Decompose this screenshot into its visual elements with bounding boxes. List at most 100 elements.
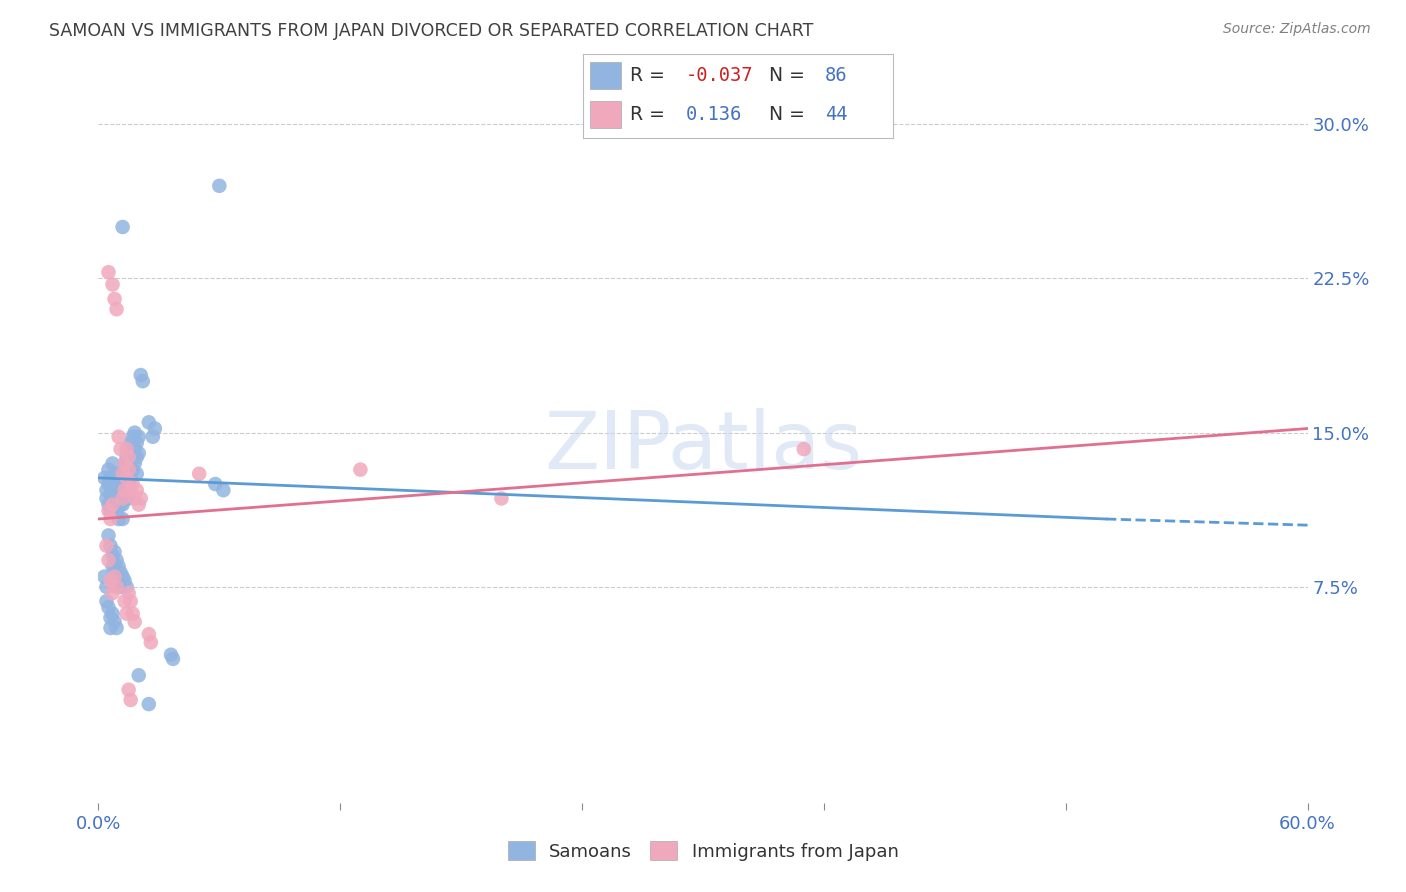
Point: [103, 292, 125, 306]
Point: [138, 415, 160, 429]
Point: [125, 483, 148, 498]
Point: [125, 436, 148, 450]
Point: [101, 491, 124, 506]
Point: [103, 545, 125, 559]
Point: [128, 668, 150, 682]
Point: [115, 442, 138, 456]
Point: [115, 580, 138, 594]
Point: [101, 607, 124, 621]
Point: [111, 467, 134, 481]
Point: [110, 483, 132, 498]
Text: 86: 86: [825, 66, 848, 85]
Point: [111, 569, 134, 583]
Point: [101, 498, 124, 512]
Point: [120, 594, 142, 608]
Point: [125, 467, 148, 481]
Point: [124, 491, 146, 506]
Point: [128, 446, 150, 460]
Point: [121, 462, 143, 476]
Point: [97, 477, 120, 491]
Point: [110, 566, 132, 580]
Point: [107, 467, 129, 481]
Point: [107, 574, 129, 588]
Point: [103, 569, 125, 583]
Point: [349, 462, 371, 476]
Point: [115, 450, 138, 465]
Point: [96, 483, 118, 498]
Point: [100, 574, 122, 588]
Point: [110, 498, 132, 512]
Point: [97, 504, 120, 518]
Point: [138, 627, 160, 641]
Point: [101, 549, 124, 563]
Point: [103, 483, 125, 498]
Point: [96, 580, 118, 594]
Point: [114, 457, 136, 471]
Point: [491, 491, 513, 506]
Point: [111, 491, 134, 506]
Point: [139, 635, 162, 649]
Point: [97, 528, 120, 542]
Point: [114, 491, 136, 506]
Point: [110, 442, 132, 456]
Point: [208, 178, 231, 193]
Point: [103, 498, 125, 512]
Point: [121, 430, 143, 444]
Point: [101, 586, 124, 600]
Point: [101, 559, 124, 574]
Point: [793, 442, 815, 456]
Point: [107, 430, 129, 444]
Point: [118, 491, 141, 506]
Point: [107, 559, 129, 574]
Point: [110, 580, 132, 594]
Point: [93, 569, 115, 583]
Point: [114, 594, 136, 608]
Point: [111, 512, 134, 526]
Point: [111, 219, 134, 234]
Point: [105, 487, 128, 501]
Point: [212, 483, 235, 498]
Text: 0.136: 0.136: [686, 105, 742, 124]
Point: [107, 498, 129, 512]
Point: [97, 553, 120, 567]
Point: [111, 498, 134, 512]
Text: R =: R =: [630, 105, 671, 124]
Point: [96, 594, 118, 608]
Point: [114, 574, 136, 588]
Point: [162, 652, 184, 666]
Text: N =: N =: [769, 105, 811, 124]
Point: [100, 487, 122, 501]
Point: [118, 450, 141, 465]
Point: [100, 621, 122, 635]
Text: Source: ZipAtlas.com: Source: ZipAtlas.com: [1223, 22, 1371, 37]
Point: [100, 539, 122, 553]
Point: [100, 512, 122, 526]
Text: 44: 44: [825, 105, 848, 124]
Point: [118, 586, 141, 600]
Legend: Samoans, Immigrants from Japan: Samoans, Immigrants from Japan: [501, 834, 905, 868]
Point: [103, 467, 125, 481]
Point: [204, 477, 226, 491]
Point: [101, 277, 124, 292]
Point: [107, 483, 129, 498]
Point: [105, 553, 128, 567]
Point: [132, 374, 155, 388]
Point: [143, 421, 166, 435]
Point: [120, 483, 142, 498]
Point: [105, 580, 128, 594]
Point: [101, 477, 124, 491]
Point: [105, 471, 128, 485]
Point: [118, 682, 141, 697]
Point: [125, 450, 148, 465]
Point: [121, 446, 143, 460]
Point: [118, 462, 141, 476]
Point: [115, 483, 138, 498]
Point: [115, 467, 138, 481]
Point: [100, 611, 122, 625]
Point: [142, 430, 165, 444]
Point: [118, 442, 141, 456]
Text: SAMOAN VS IMMIGRANTS FROM JAPAN DIVORCED OR SEPARATED CORRELATION CHART: SAMOAN VS IMMIGRANTS FROM JAPAN DIVORCED…: [49, 22, 814, 40]
Point: [124, 457, 146, 471]
Point: [124, 615, 146, 629]
Point: [110, 471, 132, 485]
